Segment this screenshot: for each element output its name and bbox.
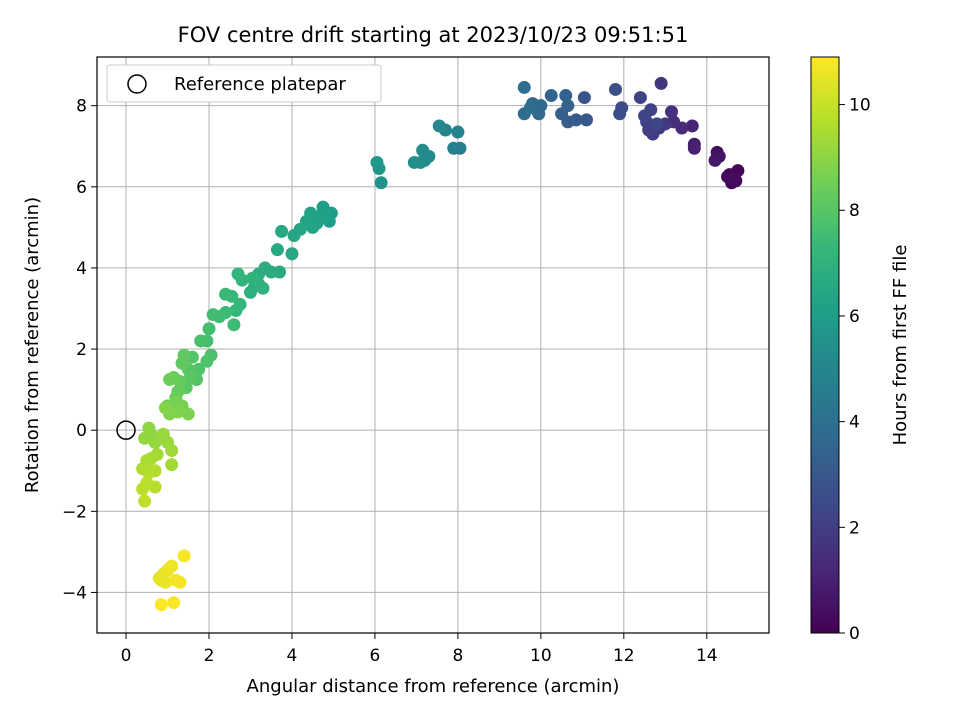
colorbar-ticks: 0 2 4 6 8 10 (839, 96, 871, 644)
data-point (231, 267, 245, 281)
data-point (523, 101, 537, 115)
data-point (559, 89, 573, 103)
data-point (517, 80, 531, 94)
chart-title: FOV centre drift starting at 2023/10/23 … (178, 23, 689, 47)
data-point (158, 401, 172, 415)
x-tick-label: 12 (613, 646, 635, 666)
data-point (685, 119, 699, 133)
data-point (206, 308, 220, 322)
data-point (181, 407, 195, 421)
colorbar-tick-label: 10 (849, 96, 871, 116)
x-tick-label: 6 (370, 646, 381, 666)
data-point (609, 82, 623, 96)
y-tick-label: 0 (76, 421, 87, 441)
x-tick-label: 0 (121, 646, 132, 666)
y-tick-label: −2 (62, 502, 87, 522)
data-point (579, 113, 593, 127)
x-tick-label: 8 (452, 646, 463, 666)
data-point (727, 172, 741, 186)
data-point (138, 431, 152, 445)
data-point (163, 372, 177, 386)
x-tick-label: 10 (530, 646, 552, 666)
data-point (451, 125, 465, 139)
legend-marker-icon (127, 74, 147, 94)
data-point (544, 89, 558, 103)
data-point (650, 117, 664, 131)
data-point (270, 243, 284, 257)
y-axis-ticks: −4 −2 0 2 4 6 8 (62, 97, 97, 603)
data-point (285, 247, 299, 261)
data-point (194, 334, 208, 348)
data-point (165, 458, 179, 472)
data-point (177, 549, 191, 563)
data-point (256, 281, 270, 295)
data-point (173, 575, 187, 589)
legend-label: Reference platepar (174, 74, 346, 95)
data-point (416, 143, 430, 157)
data-point (407, 155, 421, 169)
data-point (183, 370, 197, 384)
legend: Reference platepar (106, 64, 382, 103)
colorbar-tick-label: 6 (849, 307, 860, 327)
legend-box (106, 64, 382, 103)
y-axis-label: Rotation from reference (arcmin) (22, 197, 43, 493)
data-point (148, 464, 162, 478)
data-point (613, 107, 627, 121)
data-point (158, 575, 172, 589)
data-point (246, 271, 260, 285)
data-point (192, 362, 206, 376)
data-points (136, 76, 745, 612)
x-tick-label: 4 (287, 646, 298, 666)
y-tick-label: −4 (62, 583, 87, 603)
data-point (654, 76, 668, 90)
data-point (227, 318, 241, 332)
data-point (561, 99, 575, 113)
data-point (633, 91, 647, 105)
data-point (219, 287, 233, 301)
data-point (165, 443, 179, 457)
data-point (275, 224, 289, 238)
colorbar-gradient (810, 56, 840, 634)
plot-frame (96, 56, 770, 634)
data-point (447, 141, 461, 155)
data-point (665, 105, 679, 119)
data-point (200, 354, 214, 368)
data-point (154, 598, 168, 612)
x-axis-ticks: 0 2 4 6 8 10 12 14 (121, 633, 718, 666)
data-point (175, 356, 189, 370)
data-point (708, 153, 722, 167)
grid-lines (97, 57, 769, 633)
colorbar-label: Hours from first FF file (890, 245, 911, 446)
y-tick-label: 8 (76, 97, 87, 117)
colorbar-tick-label: 2 (849, 518, 860, 538)
data-point (374, 176, 388, 190)
data-point (687, 141, 701, 155)
colorbar-tick-label: 0 (849, 624, 860, 644)
colorbar-tick-label: 4 (849, 413, 860, 433)
data-point (577, 91, 591, 105)
data-point (148, 435, 162, 449)
data-point (138, 494, 152, 508)
colorbar: 0 2 4 6 8 10 Hours from first FF file (810, 56, 911, 644)
data-point (202, 322, 216, 336)
data-point (370, 155, 384, 169)
y-tick-label: 2 (76, 340, 87, 360)
x-tick-label: 14 (696, 646, 718, 666)
y-tick-label: 6 (76, 178, 87, 198)
x-tick-label: 2 (204, 646, 215, 666)
data-point (287, 228, 301, 242)
data-point (243, 285, 257, 299)
data-point (136, 482, 150, 496)
y-tick-label: 4 (76, 259, 87, 279)
data-point (229, 304, 243, 318)
data-point (638, 109, 652, 123)
colorbar-tick-label: 8 (849, 201, 860, 221)
data-point (165, 559, 179, 573)
data-point (432, 119, 446, 133)
reference-marker (116, 420, 136, 440)
data-point (167, 596, 181, 610)
x-axis-label: Angular distance from reference (arcmin) (247, 676, 620, 697)
